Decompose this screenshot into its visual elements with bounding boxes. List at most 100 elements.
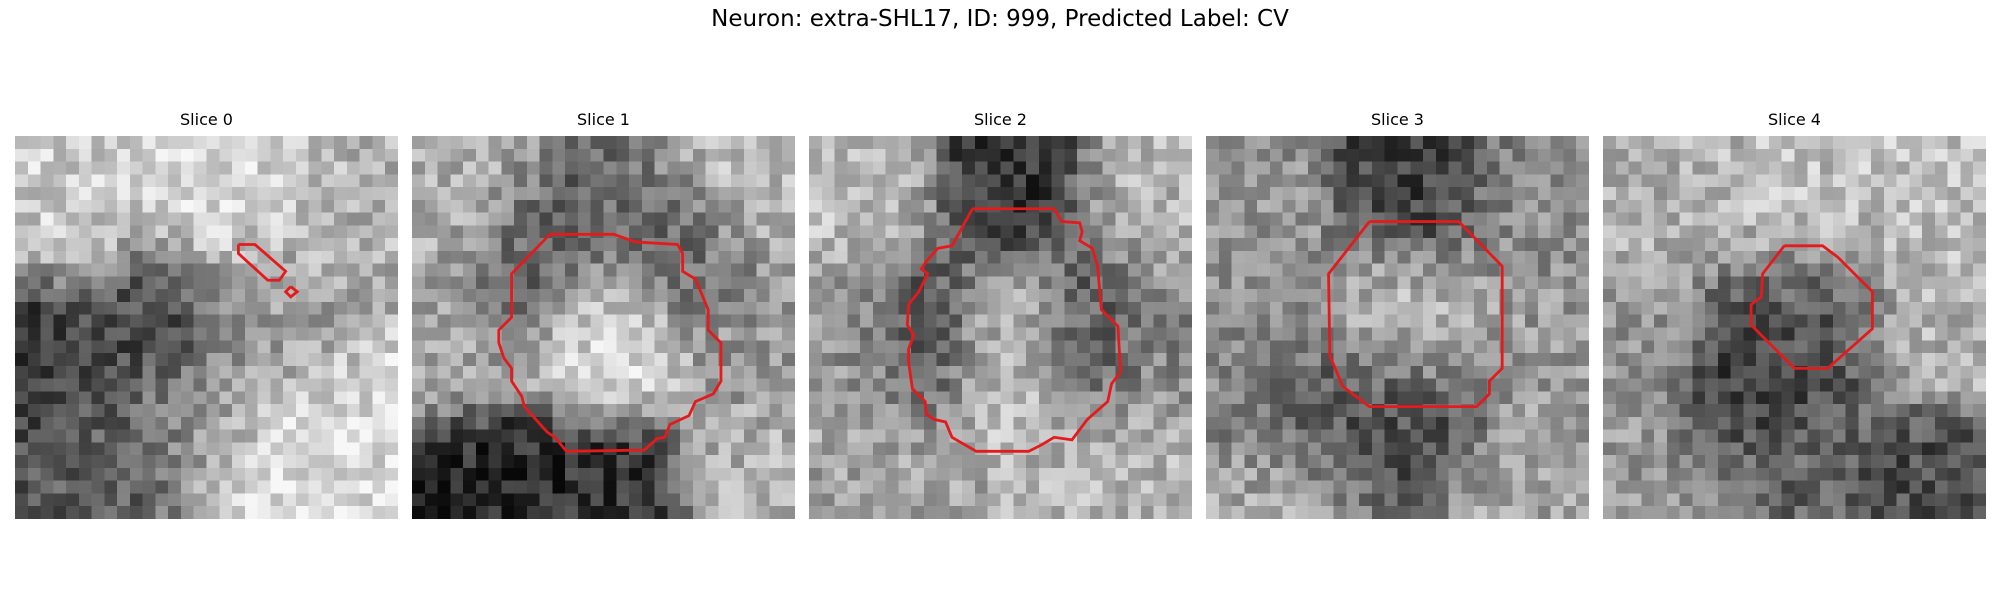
pixel	[40, 161, 54, 175]
pixel	[232, 480, 246, 494]
pixel	[1550, 327, 1564, 341]
pixel	[168, 148, 182, 162]
pixel	[232, 174, 246, 188]
pixel	[1461, 429, 1475, 443]
pixel	[463, 378, 477, 392]
pixel	[1883, 442, 1897, 456]
pixel	[1628, 506, 1642, 519]
pixel	[1576, 340, 1589, 354]
pixel	[142, 225, 156, 239]
pixel	[692, 365, 706, 379]
pixel	[782, 212, 795, 226]
pixel	[1679, 187, 1693, 201]
pixel	[1883, 340, 1897, 354]
pixel	[1654, 455, 1668, 469]
pixel	[1410, 442, 1424, 456]
pixel	[1615, 378, 1629, 392]
pixel	[1282, 276, 1296, 290]
pixel	[577, 263, 591, 277]
pixel	[27, 442, 41, 456]
pixel	[1179, 250, 1192, 264]
pixel	[1397, 161, 1411, 175]
pixel	[809, 480, 823, 494]
pixel	[1883, 276, 1897, 290]
pixel	[1282, 289, 1296, 303]
pixel	[1576, 365, 1589, 379]
pixel	[1883, 404, 1897, 418]
pixel	[1359, 250, 1373, 264]
pixel	[1615, 136, 1629, 150]
pixel	[15, 301, 29, 315]
pixel	[1206, 161, 1220, 175]
pixel	[488, 391, 502, 405]
pixel	[1512, 365, 1526, 379]
pixel	[1346, 455, 1360, 469]
pixel	[974, 442, 988, 456]
pixel	[1820, 174, 1834, 188]
pixel	[15, 238, 29, 252]
pixel	[1140, 187, 1154, 201]
pixel	[1166, 263, 1180, 277]
pixel	[590, 212, 604, 226]
pixel	[1128, 404, 1142, 418]
pixel	[1641, 187, 1655, 201]
pixel	[1820, 416, 1834, 430]
pixel	[1832, 212, 1846, 226]
pixel	[1051, 404, 1065, 418]
pixel	[244, 212, 258, 226]
pixel	[1218, 289, 1232, 303]
pixel	[412, 506, 426, 519]
pixel	[539, 276, 553, 290]
pixel	[936, 506, 950, 519]
pixel	[1603, 174, 1617, 188]
pixel	[834, 442, 848, 456]
pixel	[1705, 225, 1719, 239]
pixel	[1397, 136, 1411, 150]
pixel	[1384, 199, 1398, 213]
pixel	[1794, 416, 1808, 430]
pixel	[1257, 327, 1271, 341]
pixel	[1026, 480, 1040, 494]
pixel	[654, 353, 668, 367]
pixel	[1705, 276, 1719, 290]
pixel	[616, 480, 630, 494]
pixel	[1973, 442, 1986, 456]
pixel	[463, 174, 477, 188]
pixel	[1525, 353, 1539, 367]
pixel	[565, 467, 579, 481]
pixel	[552, 187, 566, 201]
pixel	[1781, 353, 1795, 367]
pixel	[372, 378, 386, 392]
pixel	[1909, 480, 1923, 494]
pixel	[974, 404, 988, 418]
pixel	[987, 404, 1001, 418]
pixel	[1295, 301, 1309, 315]
pixel	[1423, 365, 1437, 379]
pixel	[1257, 442, 1271, 456]
pixel	[475, 199, 489, 213]
pixel	[1641, 467, 1655, 481]
pixel	[27, 327, 41, 341]
pixel	[1628, 353, 1642, 367]
pixel	[1781, 174, 1795, 188]
pixel	[1089, 276, 1103, 290]
pixel	[270, 212, 284, 226]
pixel	[1730, 174, 1744, 188]
pixel	[53, 480, 67, 494]
pixel	[308, 365, 322, 379]
pixel	[1115, 506, 1129, 519]
pixel	[1576, 506, 1589, 519]
pixel	[1858, 404, 1872, 418]
pixel	[1794, 340, 1808, 354]
pixel	[718, 416, 732, 430]
pixel	[1563, 480, 1577, 494]
pixel	[78, 416, 92, 430]
pixel	[321, 199, 335, 213]
pixel	[1026, 353, 1040, 367]
pixel	[834, 187, 848, 201]
pixel	[1550, 455, 1564, 469]
pixel	[1832, 493, 1846, 507]
pixel	[974, 289, 988, 303]
pixel	[1064, 455, 1078, 469]
pixel	[463, 161, 477, 175]
